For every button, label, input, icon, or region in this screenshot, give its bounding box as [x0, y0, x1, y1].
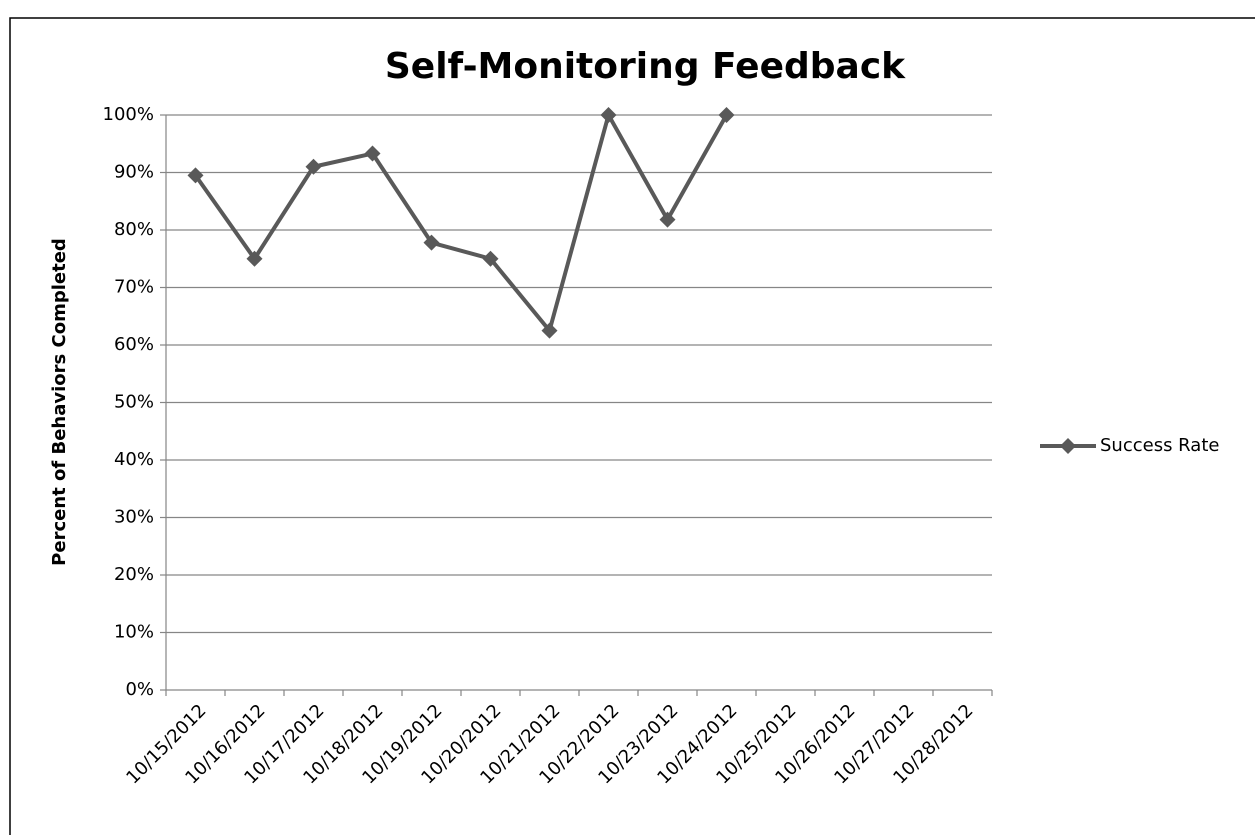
marker	[659, 211, 676, 228]
marker	[423, 234, 440, 251]
marker	[541, 322, 558, 339]
marker	[718, 107, 735, 123]
marker	[187, 167, 204, 184]
legend-label: Success Rate	[1100, 435, 1219, 456]
legend-marker	[1060, 438, 1076, 454]
y-tick-label: 40%	[114, 449, 154, 470]
marker	[600, 107, 617, 123]
marker	[482, 250, 499, 267]
y-tick-label: 90%	[114, 162, 154, 183]
y-tick-label: 50%	[114, 392, 154, 413]
y-tick-label: 70%	[114, 277, 154, 298]
y-tick-label: 0%	[125, 679, 154, 700]
y-tick-label: 100%	[103, 104, 154, 125]
chart-title: Self-Monitoring Feedback	[385, 46, 906, 87]
chart-frame	[9, 17, 1255, 835]
y-tick-label: 80%	[114, 219, 154, 240]
series-line	[193, 113, 729, 333]
y-tick-label: 60%	[114, 334, 154, 355]
y-axis-label: Percent of Behaviors Completed	[49, 238, 70, 566]
marker	[305, 158, 322, 175]
y-tick-label: 20%	[114, 564, 154, 585]
marker	[246, 250, 263, 267]
y-tick-label: 10%	[114, 622, 154, 643]
marker	[364, 145, 381, 162]
y-tick-label: 30%	[114, 507, 154, 528]
